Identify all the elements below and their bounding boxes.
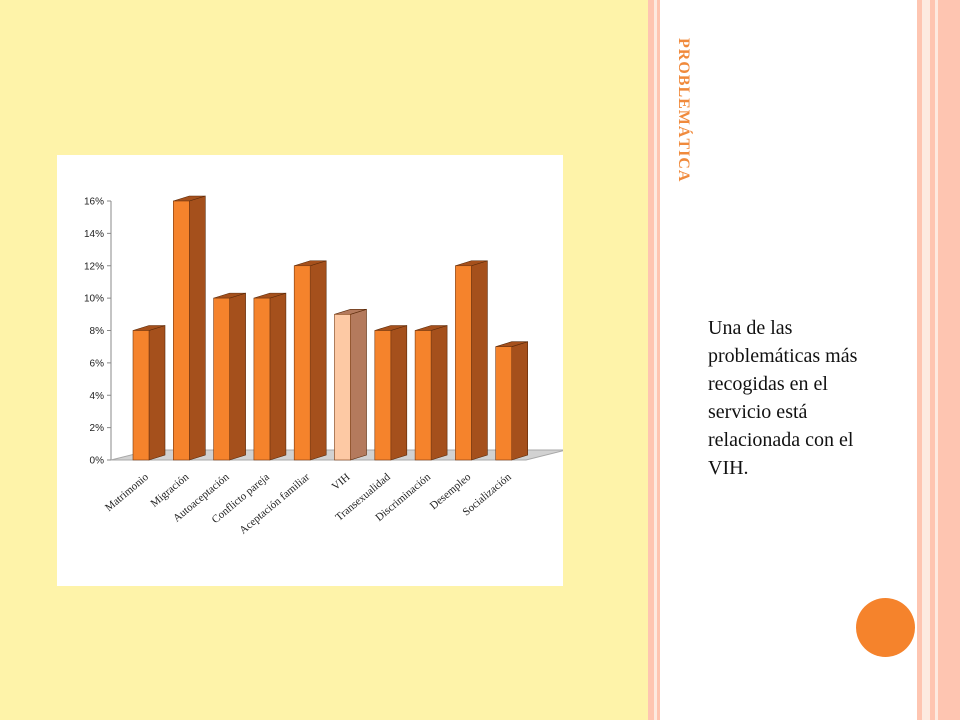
divider-stripe-2 [654,0,657,720]
right-stripe-2 [922,0,930,720]
section-title: PROBLEMÁTICA [675,38,692,183]
y-tick-label: 8% [90,326,105,337]
right-stripe-5 [938,0,960,720]
bar [334,314,351,461]
x-category-label: Matrimonio [103,471,151,514]
y-tick-label: 12% [84,261,104,272]
accent-circle [856,598,915,657]
y-tick-label: 2% [90,423,105,434]
right-stripe-1 [917,0,922,720]
bar [455,265,472,461]
bar-side [148,325,166,461]
right-stripe-3 [930,0,935,720]
y-tick-label: 6% [90,358,105,369]
bar-side [511,341,529,461]
x-category-label: VIH [330,471,353,493]
y-tick-label: 0% [90,456,105,467]
y-tick-label: 10% [84,294,104,305]
bar-side [350,308,367,461]
right-stripe-4 [935,0,938,720]
bar [293,265,311,461]
x-category-label: Aceptación familiar [237,471,312,537]
bar-side [189,195,206,461]
bar-side [309,260,327,461]
left-panel: 0% 2% 4% 6% 8% 10% 12% 14% 16% Matrimonio Migració… [0,0,648,720]
bar [374,330,392,461]
bar-side [269,292,287,461]
bar [495,346,513,461]
divider-stripe-1 [648,0,654,720]
chart-card: 0% 2% 4% 6% 8% 10% 12% 14% 16% Matrimonio Migració… [57,155,563,586]
bar [414,330,432,461]
bar-chart: 0%2%4%6%8%10%12%14%16%MatrimonioMigració… [84,195,563,537]
bar-side [471,260,488,461]
body-text: Una de las problemáticas más recogidas e… [708,317,858,479]
y-tick-label: 14% [84,229,104,240]
bar [253,297,271,461]
divider-stripe-3 [657,0,660,720]
bar [213,297,230,461]
bar-side [229,292,246,461]
y-tick-label: 4% [90,391,105,402]
bar-side [390,325,408,461]
bar [173,200,190,461]
bar-side [430,325,448,461]
y-tick-label: 16% [84,197,104,208]
bar [132,330,150,461]
